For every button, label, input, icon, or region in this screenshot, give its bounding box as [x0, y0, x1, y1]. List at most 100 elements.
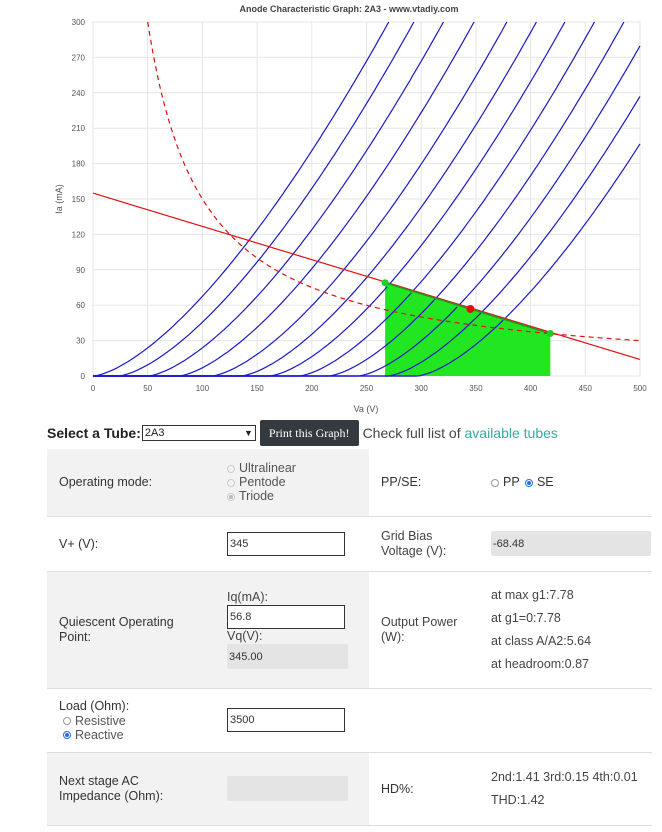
- load-input[interactable]: 3500: [227, 708, 345, 732]
- next-stage-label-text: Next stage AC Impedance (Ohm):: [59, 773, 164, 803]
- check-tubes-label: Check full list of: [362, 425, 461, 441]
- next-stage-input[interactable]: [227, 776, 348, 801]
- y-axis-label: Ia (mA): [54, 184, 64, 214]
- hd-values: 2nd:1.41 3rd:0.15 4th:0.01 THD:1.42: [477, 751, 652, 825]
- mode-options: Ultralinear Pentode Triode: [215, 449, 369, 516]
- power-class: at class A/A2:5.64: [491, 633, 592, 648]
- print-graph-button[interactable]: Print this Graph!: [259, 420, 359, 446]
- swing-max-point: [546, 330, 554, 338]
- axis-ticks: 0 50 100 150 200 250 300 350 400 450 500 0 30 60 90 120…: [72, 18, 648, 393]
- plate-curve-segment: [385, 319, 504, 377]
- output-power-values: at max g1:7.78 at g1=0:7.78 at class A/A…: [477, 570, 652, 688]
- grid-bias-label: Grid Bias Voltage (V):: [369, 515, 477, 571]
- vplus-input[interactable]: 345: [227, 531, 345, 556]
- chart-grid: [92, 21, 641, 377]
- x-tick-label: 500: [633, 384, 647, 393]
- y-tick-label: 150: [72, 195, 86, 204]
- max-dissipation-curve: [147, 21, 641, 342]
- load-cell: 3500: [215, 687, 369, 752]
- mode-ultralinear[interactable]: Ultralinear: [227, 461, 369, 475]
- resistive-option[interactable]: Resistive: [59, 714, 215, 728]
- se-label: SE: [536, 475, 554, 490]
- ppse-options: PP SE: [477, 449, 652, 516]
- plate-curve-segment: [384, 306, 458, 367]
- radio-checked-icon: [63, 731, 71, 740]
- next-stage-cell: [215, 751, 369, 825]
- tube-select-value: 2A3: [144, 427, 165, 439]
- se-option[interactable]: SE: [524, 475, 554, 490]
- row-load: Load (Ohm): Resistive Reactive 3500: [47, 687, 652, 752]
- y-tick-label: 90: [76, 266, 85, 275]
- reactive-option[interactable]: Reactive: [59, 728, 215, 742]
- swing-min-point: [381, 279, 389, 287]
- row-quiescent: Quiescent Operating Point: Iq(mA): 56.8 …: [47, 570, 652, 688]
- plate-curve-segment: [384, 286, 388, 290]
- y-tick-label: 300: [72, 18, 86, 27]
- x-tick-label: 400: [524, 384, 538, 393]
- empty-cell: [477, 687, 652, 752]
- mode-triode-label: Triode: [239, 489, 274, 504]
- mode-pentode-label: Pentode: [239, 475, 286, 490]
- y-tick-label: 0: [81, 372, 86, 381]
- x-tick-label: 250: [360, 384, 374, 393]
- quiescent-label: Quiescent Operating Point:: [47, 570, 215, 688]
- radio-icon: [227, 478, 235, 487]
- power-headroom: at headroom:0.87: [491, 656, 589, 671]
- settings-table: Operating mode: Ultralinear Pentode Trio…: [47, 449, 652, 826]
- vq-label: Vq(V):: [227, 629, 263, 643]
- x-tick-label: 100: [196, 384, 210, 393]
- swing-fill: [385, 282, 551, 376]
- chart-title: Anode Characteristic Graph: 2A3 - www.vt…: [239, 4, 458, 14]
- output-power-label: Output Power (W):: [369, 570, 477, 688]
- select-tube-label: Select a Tube:: [47, 425, 141, 441]
- plate-curve-segment: [385, 312, 482, 377]
- x-tick-label: 450: [579, 384, 593, 393]
- swing-area: [384, 282, 551, 377]
- tube-controls: Select a Tube: 2A3 ▼ Print this Graph! C…: [47, 420, 647, 446]
- resistive-label: Resistive: [75, 713, 126, 728]
- ppse-label: PP/SE:: [381, 475, 422, 490]
- mode-triode[interactable]: Triode: [227, 489, 369, 503]
- plate-curves: [92, 21, 641, 377]
- chevron-down-icon: ▼: [243, 428, 253, 438]
- y-tick-label: 270: [72, 53, 86, 62]
- plate-curve: [93, 143, 641, 377]
- vq-value: 345.00: [227, 644, 348, 669]
- row-operating-mode: Operating mode: Ultralinear Pentode Trio…: [47, 449, 652, 516]
- tube-select[interactable]: 2A3 ▼: [141, 425, 256, 441]
- reactive-label: Reactive: [75, 727, 124, 742]
- mode-ultralinear-label: Ultralinear: [239, 461, 296, 476]
- grid-bias-label-text: Grid Bias Voltage (V):: [381, 528, 447, 558]
- x-axis-label: Va (V): [354, 404, 379, 414]
- x-tick-label: 150: [250, 384, 264, 393]
- power-g1-0: at g1=0:7.78: [491, 610, 561, 625]
- plate-curve-segment: [384, 298, 436, 347]
- vplus-label: V+ (V):: [47, 515, 215, 571]
- load-options: Load (Ohm): Resistive Reactive: [47, 687, 215, 752]
- hd-harmonics: 2nd:1.41 3rd:0.15 4th:0.01: [491, 769, 638, 784]
- radio-checked-icon: [524, 478, 533, 487]
- x-tick-label: 350: [469, 384, 483, 393]
- pp-label: PP: [503, 475, 520, 490]
- radio-icon: [491, 478, 499, 487]
- q-point: [466, 304, 475, 313]
- next-stage-label: Next stage AC Impedance (Ohm):: [47, 751, 215, 825]
- radio-checked-icon: [227, 492, 235, 501]
- radio-icon: [227, 464, 235, 473]
- load-lines: [92, 21, 641, 361]
- grid-bias-cell: -68.48: [477, 515, 652, 571]
- hd-label: HD%:: [369, 751, 477, 825]
- mode-pentode[interactable]: Pentode: [227, 475, 369, 489]
- available-tubes-link[interactable]: available tubes: [464, 425, 558, 441]
- iq-input[interactable]: 56.8: [227, 605, 345, 629]
- power-max-g1: at max g1:7.78: [491, 587, 574, 602]
- y-tick-label: 30: [76, 337, 85, 346]
- empty-cell: [369, 687, 477, 752]
- y-tick-label: 120: [72, 230, 86, 239]
- grid-bias-value: -68.48: [491, 531, 651, 556]
- quiescent-label-text: Quiescent Operating Point:: [59, 614, 174, 644]
- plate-curve: [93, 21, 415, 377]
- pp-option[interactable]: PP: [491, 475, 519, 489]
- y-tick-label: 240: [72, 89, 86, 98]
- y-tick-label: 60: [76, 301, 85, 310]
